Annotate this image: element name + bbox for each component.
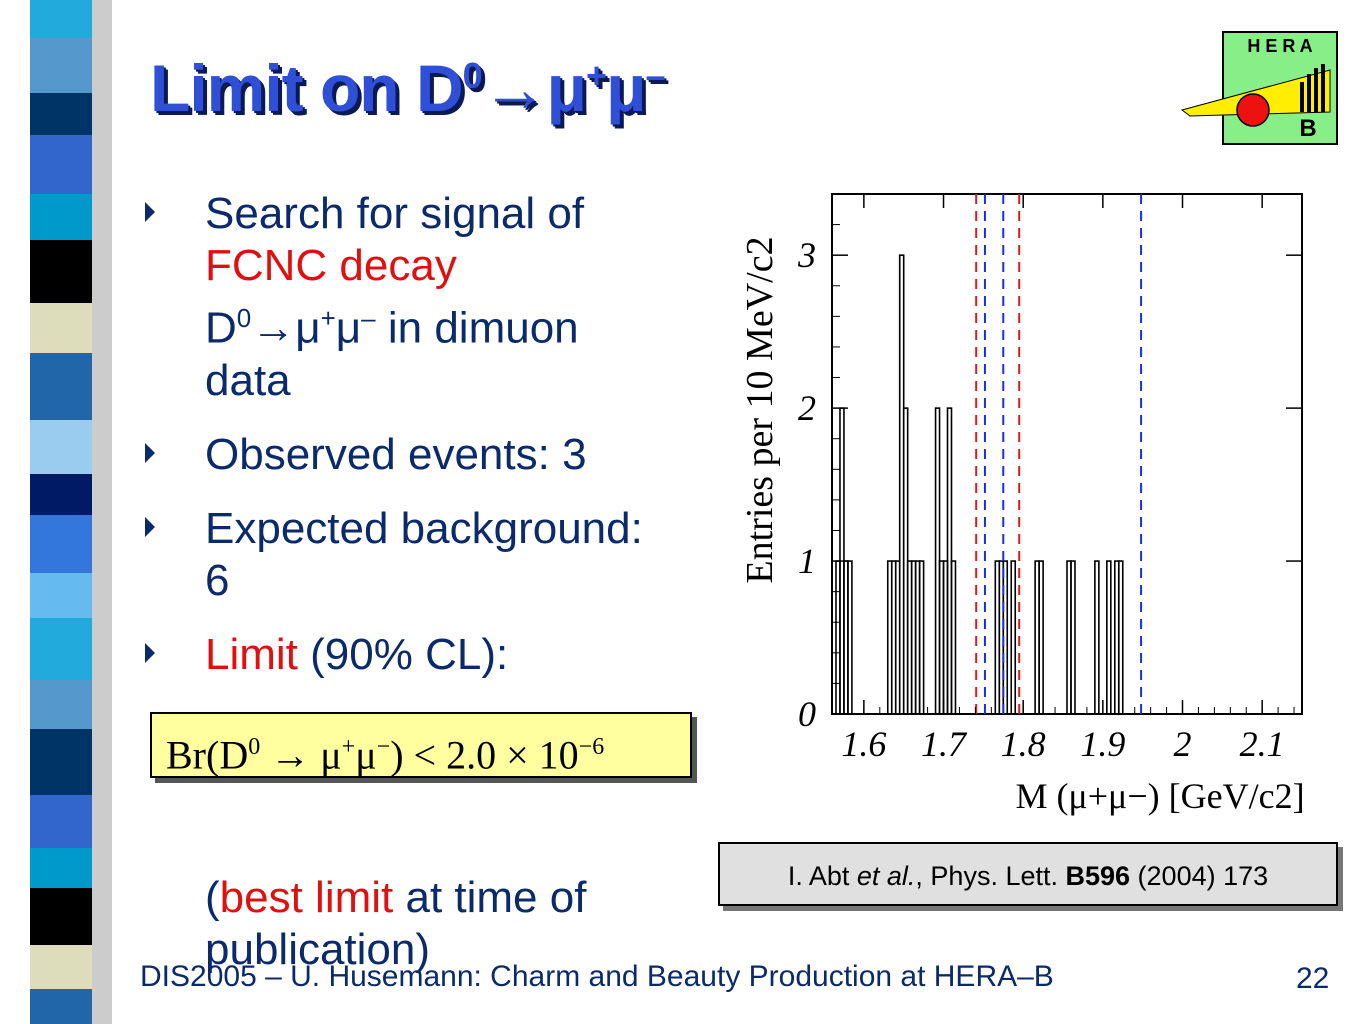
stripe-block xyxy=(30,989,92,1024)
stripe-block xyxy=(30,0,92,38)
mass-histogram: Entries per 10 MeV/c2 M (μ+μ−) [GeV/c2] … xyxy=(739,193,1305,816)
bullet-list: Search for signal of FCNC decay D0→μ+μ– … xyxy=(145,188,665,703)
stripe-block xyxy=(30,93,92,135)
footer-text: DIS2005 – U. Husemann: Charm and Beauty … xyxy=(140,960,1054,993)
stripe-block xyxy=(30,680,92,729)
bullet-arrow-icon xyxy=(145,202,155,222)
slide-title: Limit on D0→μ+μ– xyxy=(150,51,666,125)
x-tick-label: 1.9 xyxy=(1080,724,1125,764)
stripe-block xyxy=(30,303,92,353)
decorative-stripe xyxy=(30,0,112,1024)
x-tick-label: 1.8 xyxy=(1001,724,1046,764)
stripe-block xyxy=(30,240,92,303)
logo-b: B xyxy=(1299,115,1316,142)
stripe-block xyxy=(30,353,92,420)
stripe-block xyxy=(30,848,92,888)
histogram-bin xyxy=(1070,560,1076,715)
stripe-block xyxy=(30,795,92,848)
histogram-bin xyxy=(1094,560,1100,715)
y-tick-label: 0 xyxy=(798,694,816,734)
stripe-block xyxy=(30,888,92,945)
histogram-bin xyxy=(1038,560,1044,715)
stripe-block xyxy=(30,945,92,989)
stripe-block xyxy=(30,194,92,240)
histogram-bin xyxy=(1117,560,1124,715)
histogram-bin xyxy=(918,560,925,715)
x-tick-label: 2 xyxy=(1174,724,1192,764)
stripe-block xyxy=(30,515,92,573)
bullet-expected: Expected background: 6 xyxy=(145,503,665,607)
x-tick-label: 2.1 xyxy=(1240,724,1285,764)
bullet-limit: Limit (90% CL): xyxy=(145,629,665,681)
stripe-block xyxy=(30,135,92,194)
stripe-block xyxy=(30,38,92,93)
hera-b-logo: H E R A B xyxy=(1180,31,1338,145)
y-tick-label: 2 xyxy=(798,388,816,428)
stripe-block xyxy=(30,474,92,515)
histogram-bin xyxy=(1010,560,1017,715)
page-number: 22 xyxy=(1296,962,1330,995)
publication-note: (best limit at time of publication) xyxy=(205,873,587,974)
logo-letters: H E R A xyxy=(1247,36,1312,56)
citation-box: I. Abt et al., Phys. Lett. B596 (2004) 1… xyxy=(718,842,1338,906)
stripe-block xyxy=(30,573,92,618)
y-axis-label: Entries per 10 MeV/c2 xyxy=(739,236,781,583)
bullet-search: Search for signal of FCNC decay D0→μ+μ– … xyxy=(145,188,665,407)
x-tick-label: 1.7 xyxy=(921,724,968,764)
bullet-arrow-icon xyxy=(145,516,155,537)
stripe-block xyxy=(30,729,92,795)
bullet-arrow-icon xyxy=(145,442,155,463)
limit-formula: Br(D0 → μ+μ−) < 2.0 × 10−6 xyxy=(150,712,692,778)
x-axis-label: M (μ+μ−) [GeV/c2] xyxy=(1015,776,1304,816)
histogram-bin xyxy=(1106,560,1112,715)
x-tick-label: 1.6 xyxy=(841,724,886,764)
histogram-bin xyxy=(847,560,853,715)
bullet-arrow-icon xyxy=(145,642,155,663)
y-tick-label: 1 xyxy=(798,541,816,581)
stripe-block xyxy=(30,420,92,474)
stripe-edge xyxy=(92,0,112,1024)
y-tick-label: 3 xyxy=(797,235,816,275)
histogram-bin xyxy=(950,560,957,715)
bullet-observed: Observed events: 3 xyxy=(145,429,665,481)
stripe-block xyxy=(30,618,92,680)
